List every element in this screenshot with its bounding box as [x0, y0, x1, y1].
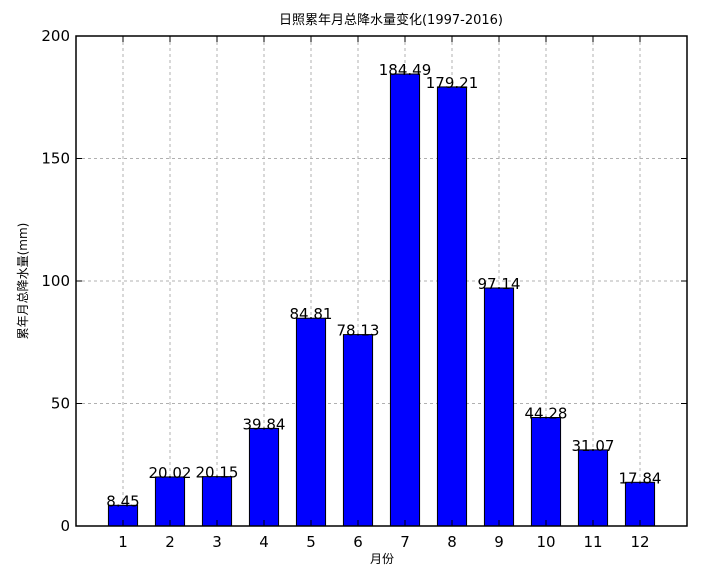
- bar: [295, 317, 327, 527]
- bar-value-label: 17.84: [619, 469, 662, 487]
- x-axis-label: 月份: [370, 552, 394, 566]
- bar: [389, 73, 421, 527]
- bar-value-label: 184.49: [379, 61, 432, 79]
- bar: [577, 449, 609, 527]
- bar-value-label: 39.84: [243, 415, 286, 433]
- x-tick-label: 10: [536, 533, 555, 551]
- bar: [154, 476, 186, 527]
- x-tick-label: 4: [259, 533, 269, 551]
- y-tick-label: 150: [41, 150, 70, 168]
- bar: [342, 334, 374, 527]
- x-tick-label: 1: [118, 533, 128, 551]
- bar: [201, 476, 233, 527]
- x-tick-label: 3: [212, 533, 222, 551]
- bar-value-label: 8.45: [106, 492, 139, 510]
- x-tick-label: 5: [306, 533, 316, 551]
- bar: [483, 287, 515, 527]
- x-tick-label: 6: [353, 533, 363, 551]
- x-tick-label: 8: [447, 533, 457, 551]
- x-tick-label: 12: [630, 533, 649, 551]
- bar: [248, 427, 280, 527]
- x-tick-label: 2: [165, 533, 175, 551]
- bar-value-label: 20.02: [149, 464, 192, 482]
- bars: [107, 73, 656, 527]
- bar-value-label: 78.13: [337, 322, 380, 340]
- bar: [436, 86, 468, 527]
- x-tick-label: 9: [494, 533, 504, 551]
- bar-value-label: 97.14: [478, 275, 521, 293]
- bar: [530, 417, 562, 527]
- bar-value-label: 44.28: [525, 405, 568, 423]
- bar-value-label: 84.81: [290, 305, 333, 323]
- bar-value-label: 179.21: [426, 74, 479, 92]
- chart-title: 日照累年月总降水量变化(1997-2016): [279, 12, 503, 28]
- bar-value-label: 20.15: [196, 464, 239, 482]
- y-tick-label: 200: [41, 27, 70, 45]
- x-tick-label: 7: [400, 533, 410, 551]
- y-tick-label: 100: [41, 272, 70, 290]
- y-tick-label: 0: [60, 517, 70, 535]
- y-axis-label: 累年月总降水量(mm): [16, 223, 30, 340]
- y-tick-label: 50: [51, 395, 70, 413]
- x-tick-label: 11: [583, 533, 602, 551]
- bar: [624, 481, 656, 527]
- bar-value-label: 31.07: [572, 437, 615, 455]
